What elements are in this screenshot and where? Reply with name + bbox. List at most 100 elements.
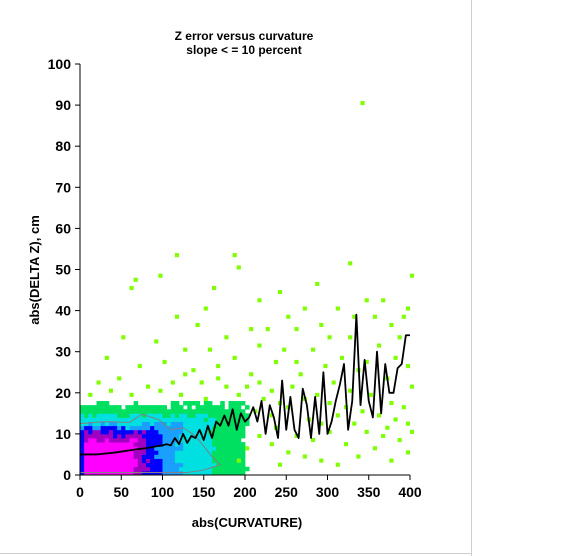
heatmap-cell (141, 417, 147, 422)
y-tick-label: 60 (55, 220, 71, 236)
chart-title: Z error versus curvature (175, 29, 314, 43)
heatmap-cell (133, 458, 139, 464)
heatmap-cell (158, 458, 163, 464)
heatmap-cell (84, 433, 89, 439)
heatmap-cell (232, 458, 238, 464)
chart-subtitle: slope < = 10 percent (186, 43, 301, 57)
heatmap-cell (84, 458, 89, 464)
heatmap-cell (84, 462, 89, 468)
sparse-bin (104, 355, 109, 360)
heatmap-cell (240, 458, 246, 464)
heatmap-cell (207, 454, 213, 459)
heatmap-cell (133, 425, 139, 431)
heatmap-cell (240, 433, 246, 439)
sparse-bin (298, 372, 303, 377)
heatmap-cell (121, 454, 126, 459)
heatmap-cell (121, 409, 126, 414)
heatmap-cell (150, 462, 155, 468)
heatmap-cell (117, 454, 122, 459)
heatmap-cell (108, 442, 114, 447)
heatmap-cell (84, 442, 89, 447)
heatmap-cell (137, 417, 143, 422)
heatmap-cell (108, 438, 114, 443)
sparse-bin (319, 322, 324, 328)
heatmap-cell (146, 433, 151, 439)
sparse-bin (108, 388, 113, 393)
heatmap-cell (203, 458, 209, 464)
heatmap-cell (174, 446, 180, 451)
heatmap-cell (199, 425, 205, 431)
heatmap-cell (146, 462, 151, 468)
heatmap-cell (232, 446, 238, 451)
sparse-bin (290, 384, 295, 389)
heatmap-cell (199, 466, 205, 472)
heatmap-cell (113, 425, 118, 431)
heatmap-cell (100, 454, 106, 459)
heatmap-cell (113, 446, 118, 451)
heatmap-cell (240, 462, 246, 468)
sparse-bin (96, 380, 101, 385)
heatmap-cell (129, 421, 135, 427)
heatmap-cell (129, 446, 135, 451)
y-tick-label: 20 (55, 385, 71, 401)
heatmap-cell (191, 425, 196, 431)
heatmap-cell (113, 433, 118, 439)
heatmap-cell (240, 421, 246, 427)
heatmap-cell (224, 425, 229, 431)
heatmap-cell (183, 466, 188, 472)
heatmap-cell (88, 425, 93, 431)
heatmap-cell (150, 409, 155, 414)
heatmap-cell (121, 466, 126, 472)
heatmap-cell (162, 433, 168, 439)
heatmap-cell (129, 438, 135, 443)
heatmap-cell (150, 425, 155, 431)
heatmap-cell (129, 442, 135, 447)
heatmap-cell (104, 454, 110, 459)
heatmap-cell (220, 405, 225, 410)
heatmap-cell (141, 454, 147, 459)
sparse-bin (286, 450, 291, 455)
heatmap-cell (179, 458, 184, 464)
heatmap-cell (104, 413, 110, 418)
heatmap-cell (199, 417, 205, 422)
heatmap-cell (203, 417, 209, 422)
heatmap-cell (121, 470, 126, 476)
heatmap-cell (191, 462, 196, 468)
heatmap-cell (174, 425, 180, 431)
sparse-bin (372, 314, 377, 319)
heatmap-cell (146, 417, 151, 422)
heatmap-cell (179, 454, 184, 459)
heatmap-cell (108, 421, 114, 427)
heatmap-cell (84, 438, 89, 443)
heatmap-cell (240, 442, 246, 447)
heatmap-cell (240, 409, 246, 414)
heatmap-cell (100, 470, 106, 476)
heatmap-cell (203, 409, 209, 414)
heatmap-cell (137, 429, 143, 435)
heatmap-cell (228, 405, 234, 410)
heatmap-cell (88, 413, 93, 418)
heatmap-cell (199, 405, 205, 410)
sparse-bin (269, 388, 274, 393)
heatmap-cell (141, 421, 147, 427)
sparse-bin (269, 442, 274, 447)
heatmap-cell (137, 458, 143, 464)
heatmap-cell (88, 433, 93, 439)
heatmap-cell (170, 466, 176, 472)
heatmap-cell (203, 433, 209, 439)
heatmap-cell (195, 438, 201, 443)
heatmap-cell (228, 438, 234, 443)
heatmap-cell (220, 413, 225, 418)
heatmap-cell (84, 409, 89, 414)
heatmap-cell (170, 405, 176, 410)
heatmap-cell (113, 413, 118, 418)
sparse-bin (224, 335, 229, 340)
heatmap-cell (232, 466, 238, 472)
heatmap-cell (125, 438, 130, 443)
sparse-bin (257, 343, 262, 348)
heatmap-cell (195, 462, 201, 468)
heatmap-cell (129, 417, 135, 422)
heatmap-cell (220, 466, 225, 472)
heatmap-cell (125, 442, 130, 447)
sparse-bin (397, 335, 402, 340)
